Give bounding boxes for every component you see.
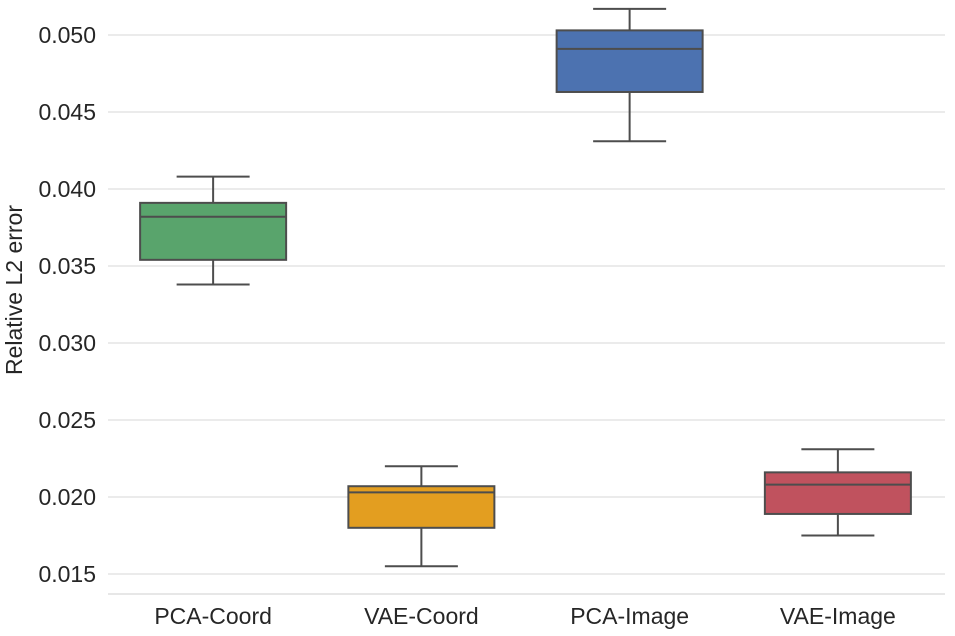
box-series	[139, 7, 912, 568]
x-category-label: PCA-Image	[570, 603, 689, 629]
x-category-label: VAE-Image	[780, 603, 896, 629]
y-tick-label: 0.040	[38, 176, 96, 202]
y-tick-labels: 0.015 0.020 0.025 0.030 0.035 0.040 0.045 0.050	[38, 22, 96, 587]
y-tick-label: 0.025	[38, 407, 96, 433]
iqr-box	[139, 201, 288, 261]
box-pca-image	[555, 7, 704, 143]
y-tick-label: 0.020	[38, 484, 96, 510]
x-category-label: VAE-Coord	[364, 603, 479, 629]
box-vae-coord	[347, 465, 496, 568]
grid-lines	[108, 34, 945, 575]
box-pca-coord	[139, 175, 288, 286]
x-category-label: PCA-Coord	[154, 603, 272, 629]
iqr-box	[763, 471, 912, 515]
x-category-labels: PCA-Coord VAE-Coord PCA-Image VAE-Image	[154, 603, 896, 629]
y-tick-label: 0.015	[38, 561, 96, 587]
box-vae-image	[763, 448, 912, 537]
y-tick-label: 0.045	[38, 99, 96, 125]
iqr-box	[555, 29, 704, 93]
y-tick-label: 0.050	[38, 22, 96, 48]
y-tick-label: 0.035	[38, 253, 96, 279]
y-axis-title: Relative L2 error	[1, 205, 27, 375]
y-tick-label: 0.030	[38, 330, 96, 356]
